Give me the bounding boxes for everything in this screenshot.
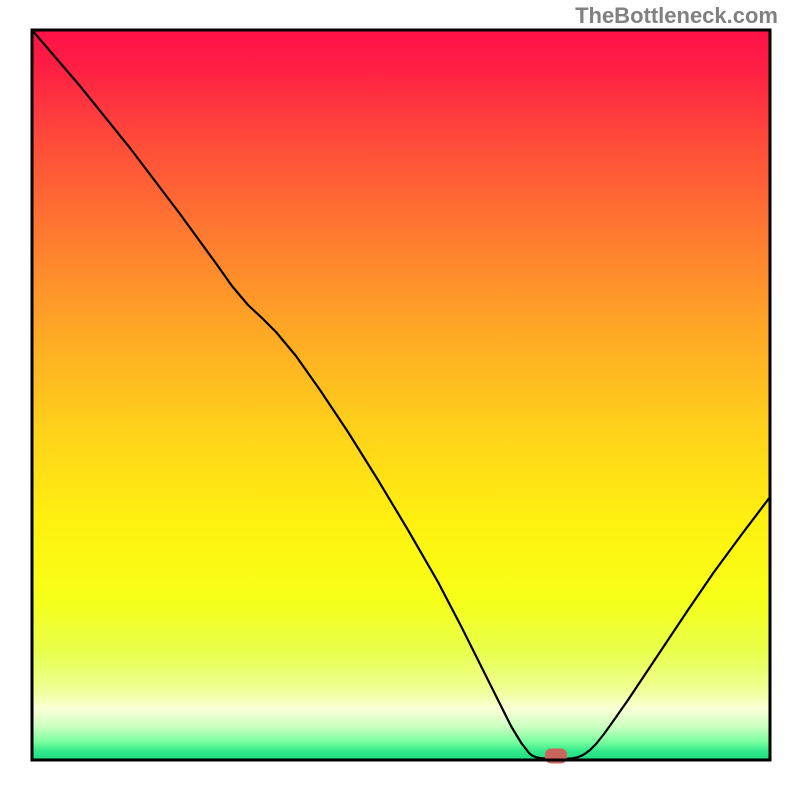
chart-svg bbox=[0, 0, 800, 800]
gradient-fill-rect bbox=[32, 30, 770, 760]
chart-container: TheBottleneck.com bbox=[0, 0, 800, 800]
